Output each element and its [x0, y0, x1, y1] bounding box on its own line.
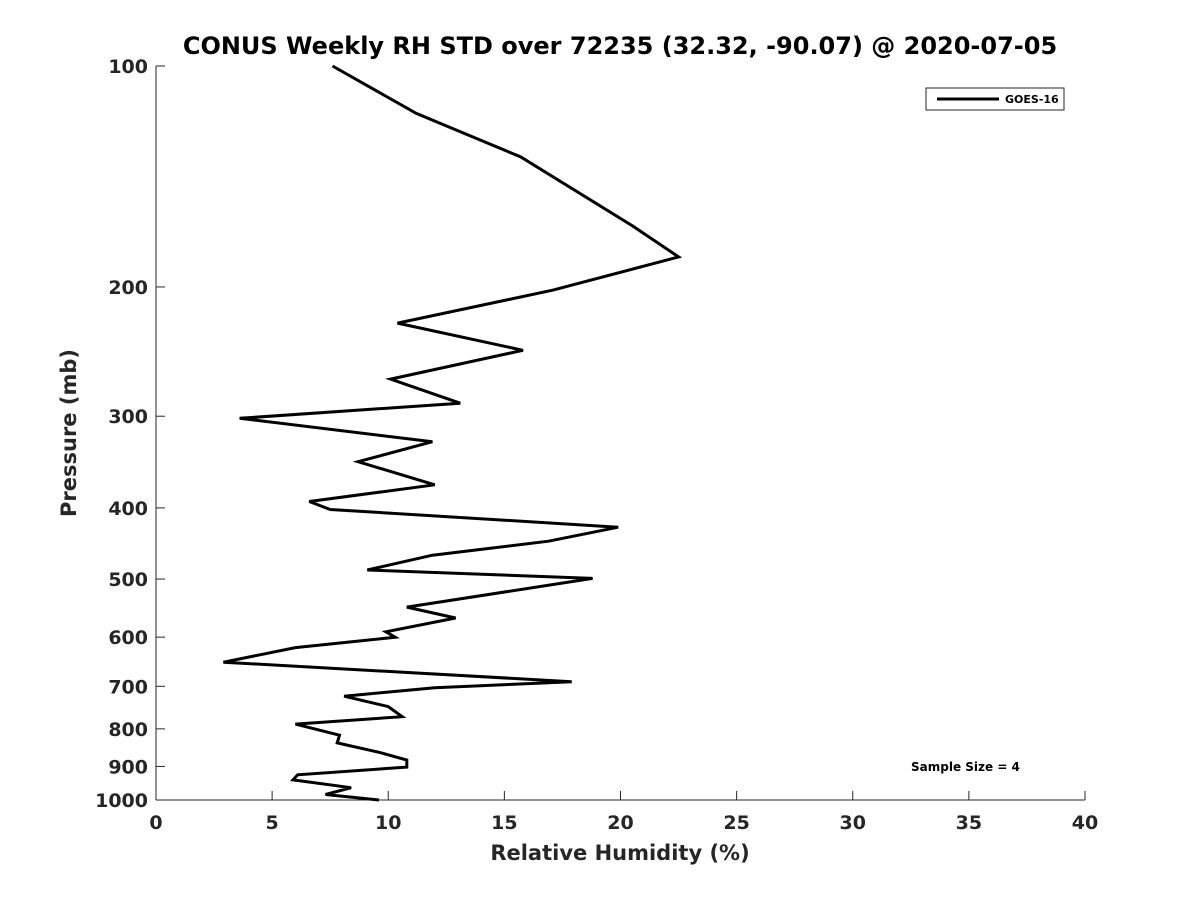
x-axis-label: Relative Humidity (%) — [490, 841, 749, 865]
x-tick-label: 20 — [607, 812, 633, 834]
x-tick-label: 15 — [491, 812, 517, 834]
y-tick-label: 700 — [108, 676, 148, 698]
y-ticks: 100 200 300 400 500 600 700 800 900 1000 — [95, 56, 165, 812]
plot-axes — [155, 66, 1085, 801]
x-tick-label: 25 — [723, 812, 749, 834]
y-tick-label: 1000 — [95, 790, 148, 812]
y-tick-label: 100 — [108, 56, 148, 78]
x-ticks: 0 5 10 15 20 25 30 35 40 — [149, 791, 1098, 834]
legend: GOES-16 — [925, 87, 1065, 111]
y-tick-label: 800 — [108, 719, 148, 741]
y-tick-label: 500 — [108, 569, 148, 591]
x-tick-label: 30 — [840, 812, 866, 834]
sample-size-annotation: Sample Size = 4 — [911, 760, 1020, 774]
chart-title: CONUS Weekly RH STD over 72235 (32.32, -… — [183, 32, 1057, 60]
x-tick-label: 10 — [375, 812, 401, 834]
y-tick-label: 900 — [108, 756, 148, 778]
x-tick-label: 5 — [266, 812, 279, 834]
y-tick-label: 200 — [108, 277, 148, 299]
series-line-goes-16 — [223, 64, 683, 802]
y-tick-label: 400 — [108, 498, 148, 520]
x-tick-label: 0 — [149, 812, 162, 834]
y-axis-label: Pressure (mb) — [57, 349, 81, 517]
y-tick-label: 600 — [108, 627, 148, 649]
x-tick-label: 40 — [1072, 812, 1098, 834]
y-tick-label: 300 — [108, 406, 148, 428]
x-tick-label: 35 — [956, 812, 982, 834]
series-layer — [223, 64, 683, 802]
legend-label-goes-16: GOES-16 — [1005, 93, 1059, 106]
